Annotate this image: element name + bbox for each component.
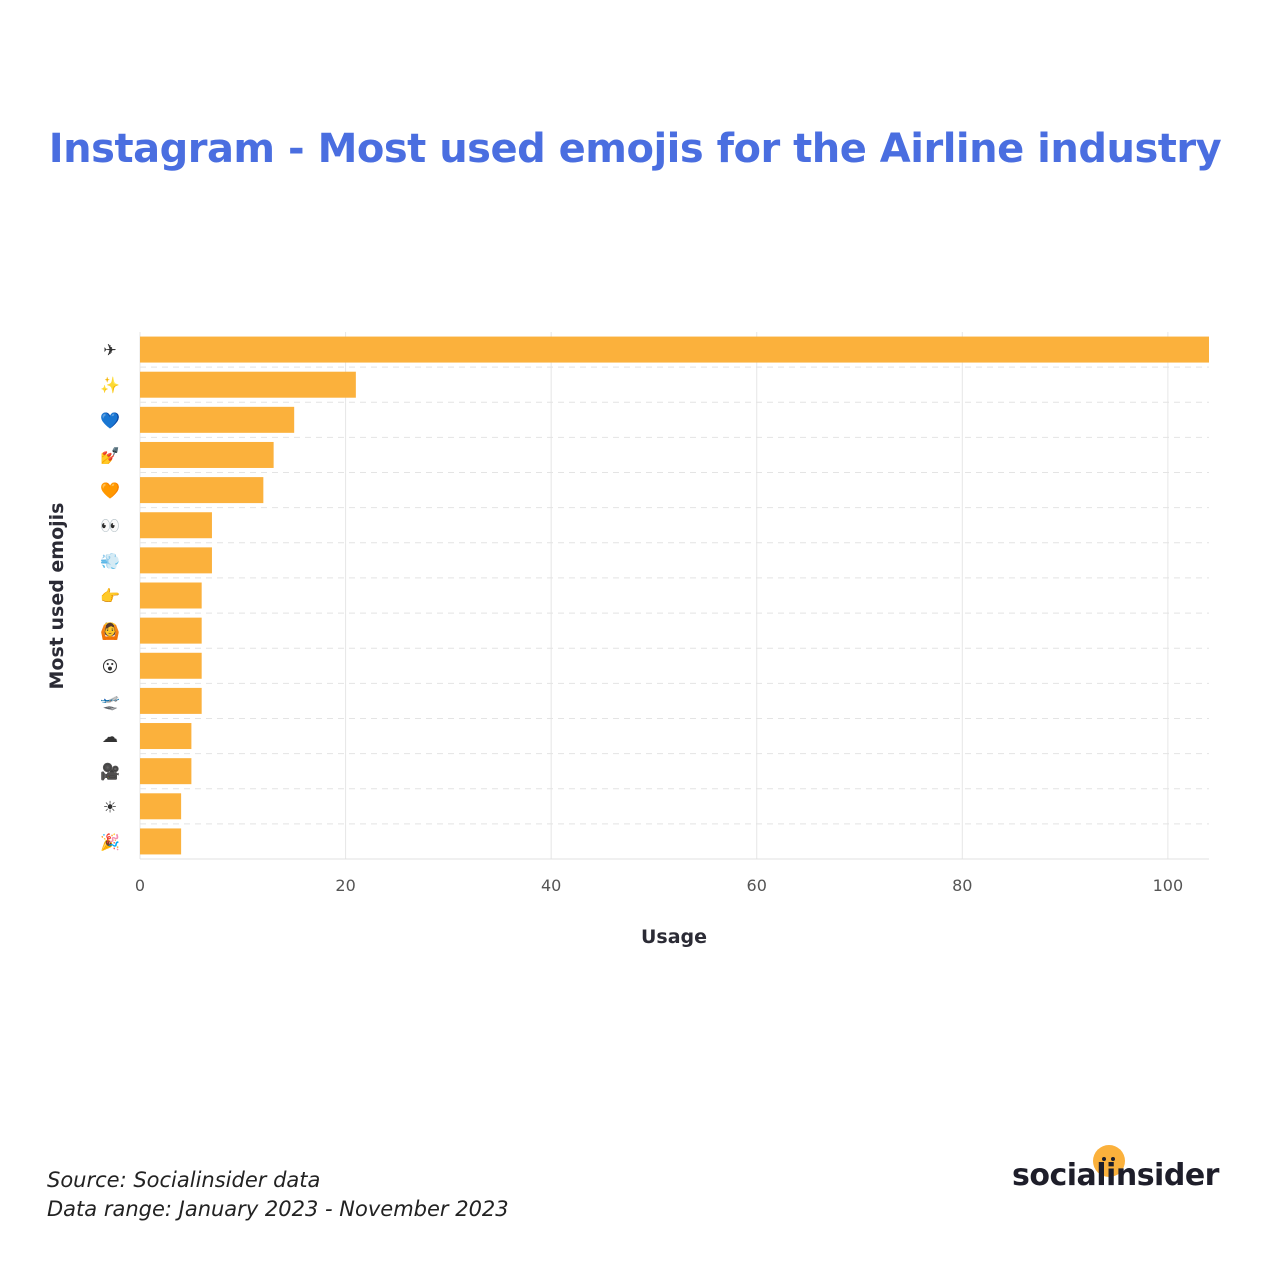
x-tick-label: 20 bbox=[335, 876, 355, 895]
bar bbox=[140, 582, 202, 609]
bar bbox=[140, 793, 182, 820]
y-tick-label: ☀ bbox=[103, 797, 117, 816]
y-tick-label: 🎥 bbox=[100, 762, 120, 781]
bar bbox=[140, 512, 212, 539]
bar bbox=[140, 687, 202, 714]
y-tick-label: 💙 bbox=[100, 411, 120, 430]
bar bbox=[140, 477, 264, 504]
bar bbox=[140, 441, 274, 468]
bar bbox=[140, 828, 182, 855]
bar bbox=[140, 652, 202, 679]
y-tick-label: 😮 bbox=[102, 657, 119, 676]
x-tick-label: 100 bbox=[1153, 876, 1184, 895]
chart-title: Instagram - Most used emojis for the Air… bbox=[48, 126, 1222, 172]
x-tick-label: 60 bbox=[747, 876, 767, 895]
x-tick-label: 80 bbox=[952, 876, 972, 895]
y-tick-label: 🧡 bbox=[100, 481, 120, 500]
bar bbox=[140, 406, 295, 433]
logo-face-icon bbox=[1093, 1145, 1125, 1177]
bar bbox=[140, 336, 1209, 363]
bar bbox=[140, 723, 192, 750]
bar bbox=[140, 547, 212, 574]
bar bbox=[140, 617, 202, 644]
y-tick-label: 💨 bbox=[100, 551, 120, 570]
data-range-note: Data range: January 2023 - November 2023 bbox=[47, 1197, 509, 1221]
logo: socialinsider bbox=[1012, 1158, 1219, 1193]
y-tick-label: 🎉 bbox=[100, 832, 120, 851]
bar bbox=[140, 371, 356, 398]
x-axis-label: Usage bbox=[641, 926, 707, 948]
y-tick-label: 🙆 bbox=[100, 622, 120, 641]
y-tick-label: ✨ bbox=[100, 376, 120, 395]
y-tick-label: 👀 bbox=[100, 516, 120, 535]
y-tick-label: 💅 bbox=[100, 446, 120, 465]
source-note: Source: Socialinsider data bbox=[47, 1168, 321, 1192]
y-tick-label: ☁ bbox=[102, 727, 118, 746]
x-tick-label: 40 bbox=[541, 876, 561, 895]
bar bbox=[140, 758, 192, 785]
y-tick-label: 🛫 bbox=[100, 692, 120, 711]
x-tick-label: 0 bbox=[135, 876, 145, 895]
y-axis-label: Most used emojis bbox=[46, 503, 68, 690]
y-tick-label: 👉 bbox=[100, 587, 120, 606]
y-tick-label: ✈ bbox=[103, 341, 116, 360]
